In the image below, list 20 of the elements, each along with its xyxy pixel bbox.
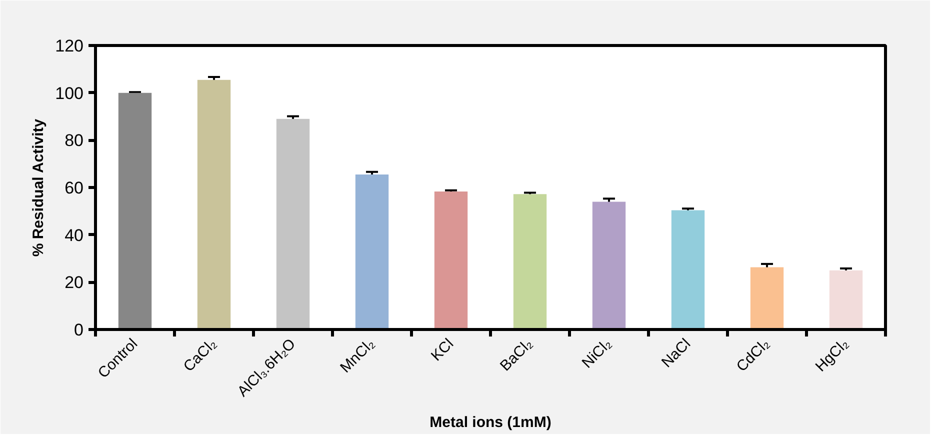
y-tick-label: 100: [55, 84, 84, 103]
y-tick-label: 60: [64, 178, 84, 198]
bar: [750, 267, 784, 330]
bar: [592, 202, 626, 330]
x-axis-title: Metal ions (1mM): [430, 414, 552, 432]
y-tick-label: 0: [74, 320, 84, 340]
bar: [118, 92, 152, 330]
bar: [434, 192, 468, 330]
bar: [197, 80, 231, 330]
y-tick-label: 80: [64, 131, 84, 150]
bar: [829, 270, 863, 330]
bar: [355, 174, 389, 330]
bar: [671, 210, 705, 330]
y-tick-label: 120: [55, 36, 84, 56]
y-tick-label: 20: [64, 273, 84, 292]
x-tick-label: KCl: [428, 335, 458, 365]
bar: [513, 194, 547, 330]
y-tick-label: 40: [64, 226, 84, 245]
bar: [276, 118, 310, 330]
y-axis-title: % Residual Activity: [30, 118, 48, 257]
